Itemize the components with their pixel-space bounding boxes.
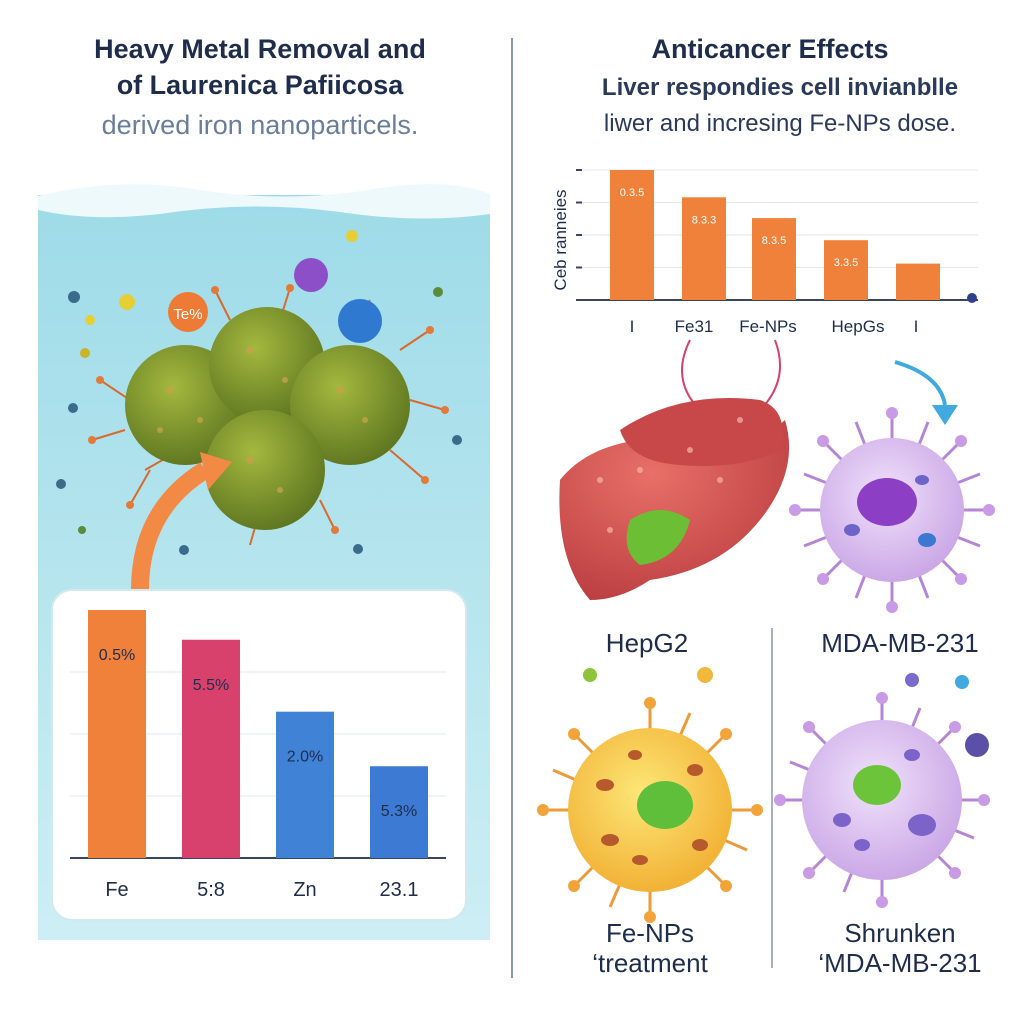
right-title: Anticancer Effects	[651, 34, 889, 64]
axis-end-dot	[967, 293, 977, 303]
cell-pointer-head-icon	[932, 405, 958, 425]
data-label-2: 8.3.5	[762, 235, 786, 247]
shrunken-mda-cell-icon	[774, 673, 990, 908]
nanoparticle-cluster	[88, 284, 449, 546]
left-title-line2: of Laurenica Pafiicosa	[116, 70, 404, 100]
data-label-0: 0.3.5	[620, 187, 644, 199]
x-tick-2: Fe-NPs	[739, 317, 797, 336]
mda-cell-icon	[789, 407, 995, 613]
curved-arrow-icon	[131, 462, 210, 591]
data-label-0: 0.5%	[99, 647, 135, 664]
left-subtitle: derived iron nanoparticels.	[101, 110, 419, 140]
bar-1	[182, 639, 240, 858]
particle-bubble-label: Te%	[173, 306, 202, 323]
bar-2	[276, 711, 334, 858]
x-tick-2: Zn	[293, 879, 316, 901]
bar-2	[752, 218, 796, 300]
right-subtitle-line2: liwer and incresing Fe-NPs dose.	[603, 110, 957, 137]
data-label-3: 3.3.5	[834, 257, 858, 269]
bar-0	[610, 170, 654, 300]
x-tick-3: 23.1	[380, 879, 419, 901]
bar-4	[896, 263, 940, 300]
bar-0	[88, 610, 146, 858]
left-title-line1: Heavy Metal Removal and	[94, 34, 426, 64]
x-tick-3: HepGs	[832, 317, 885, 336]
mda-label: MDA-MB-231	[821, 628, 979, 658]
x-tick-0: I	[630, 317, 635, 336]
liver-pointer-icon-2	[759, 339, 781, 411]
treatment-label-line1: Fe-NPs	[605, 918, 695, 948]
y-axis-label: Ceb ranneies	[551, 189, 570, 290]
cell-divider	[771, 628, 773, 968]
bar-3	[824, 240, 868, 300]
panel-divider	[511, 38, 513, 978]
hepg2-label: HepG2	[605, 628, 689, 658]
cell-viability-chart: Ceb ranneies 0.3.5 8.3.3 8.3.5 3.3.5 I Fe31 Fe-…	[551, 169, 978, 336]
metal-removal-chart: 0.5% Fe 5.5% 5:8 2.0% Zn 5.3% 23.1	[70, 610, 446, 901]
cell-pointer-arrow-icon	[894, 360, 947, 406]
data-label-1: 8.3.3	[692, 214, 716, 226]
right-subtitle-line1: Liver respondies cell invianblle	[601, 74, 959, 101]
data-label-2: 2.0%	[287, 749, 323, 766]
liver-icon	[559, 398, 790, 600]
bar-1	[682, 197, 726, 300]
data-label-3: 5.3%	[381, 803, 417, 820]
liver-pointer-icon	[681, 339, 701, 411]
x-tick-1: 5:8	[197, 879, 225, 901]
treatment-label-line2: ‘treatment	[592, 948, 708, 978]
x-tick-4: I	[914, 317, 919, 336]
bar-3	[370, 766, 428, 858]
metal-particles	[56, 230, 462, 555]
arrow-head-icon	[200, 452, 232, 490]
shrunken-label-line2: ‘MDA-MB-231	[818, 948, 982, 978]
hepg2-cell-icon	[537, 667, 763, 923]
x-tick-1: Fe31	[675, 317, 714, 336]
x-tick-0: Fe	[105, 879, 128, 901]
data-label-1: 5.5%	[193, 677, 229, 694]
shrunken-label-line1: Shrunken	[844, 918, 956, 948]
